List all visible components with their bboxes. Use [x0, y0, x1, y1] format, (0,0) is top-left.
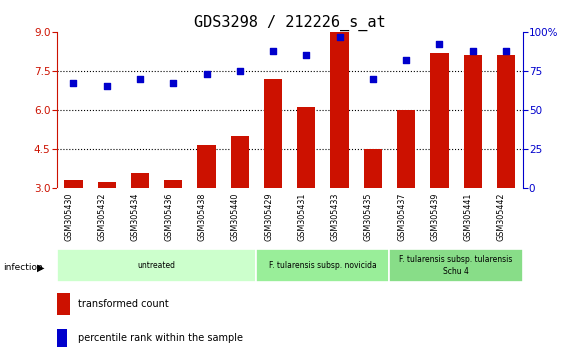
Point — [302, 52, 311, 58]
Text: GSM305436: GSM305436 — [164, 193, 173, 241]
Point — [135, 76, 144, 81]
Text: F. tularensis subsp. novicida: F. tularensis subsp. novicida — [269, 261, 377, 270]
Text: GSM305433: GSM305433 — [331, 193, 340, 241]
Text: GSM305431: GSM305431 — [297, 193, 306, 241]
Point — [269, 48, 278, 53]
Text: GSM305442: GSM305442 — [497, 193, 506, 241]
Text: ▶: ▶ — [37, 262, 44, 272]
Bar — [57, 330, 67, 347]
Point — [368, 76, 377, 81]
Text: GSM305438: GSM305438 — [198, 193, 207, 241]
Bar — [463, 55, 482, 188]
Text: GSM305437: GSM305437 — [397, 193, 406, 241]
Point — [435, 41, 444, 47]
Text: GSM305429: GSM305429 — [264, 193, 273, 241]
Bar — [397, 110, 415, 188]
FancyBboxPatch shape — [256, 249, 390, 282]
Text: GSM305434: GSM305434 — [131, 193, 140, 241]
Bar — [297, 107, 315, 188]
FancyBboxPatch shape — [57, 249, 256, 282]
Title: GDS3298 / 212226_s_at: GDS3298 / 212226_s_at — [194, 14, 386, 30]
Bar — [131, 173, 149, 188]
Point — [102, 84, 111, 89]
Point — [169, 80, 178, 86]
Point — [502, 48, 511, 53]
Bar — [164, 180, 182, 188]
Text: infection: infection — [3, 263, 43, 272]
Text: untreated: untreated — [137, 261, 176, 270]
Bar — [331, 32, 349, 188]
FancyBboxPatch shape — [390, 249, 523, 282]
Text: transformed count: transformed count — [78, 299, 169, 309]
Bar — [264, 79, 282, 188]
Text: GSM305440: GSM305440 — [231, 193, 240, 241]
Bar — [197, 145, 216, 188]
Bar — [64, 180, 82, 188]
Bar — [364, 149, 382, 188]
Bar — [430, 53, 449, 188]
Text: GSM305439: GSM305439 — [431, 193, 440, 241]
Bar — [98, 182, 116, 188]
Point — [402, 57, 411, 63]
Point — [202, 71, 211, 77]
Point — [335, 34, 344, 39]
Bar — [57, 293, 70, 315]
Point — [69, 80, 78, 86]
Text: F. tularensis subsp. tularensis
Schu 4: F. tularensis subsp. tularensis Schu 4 — [399, 256, 513, 275]
Bar — [497, 55, 515, 188]
Text: GSM305435: GSM305435 — [364, 193, 373, 241]
Bar — [231, 136, 249, 188]
Text: GSM305430: GSM305430 — [64, 193, 73, 241]
Point — [468, 48, 477, 53]
Text: percentile rank within the sample: percentile rank within the sample — [78, 333, 243, 343]
Point — [235, 68, 244, 74]
Text: GSM305441: GSM305441 — [463, 193, 473, 241]
Text: GSM305432: GSM305432 — [98, 193, 107, 241]
